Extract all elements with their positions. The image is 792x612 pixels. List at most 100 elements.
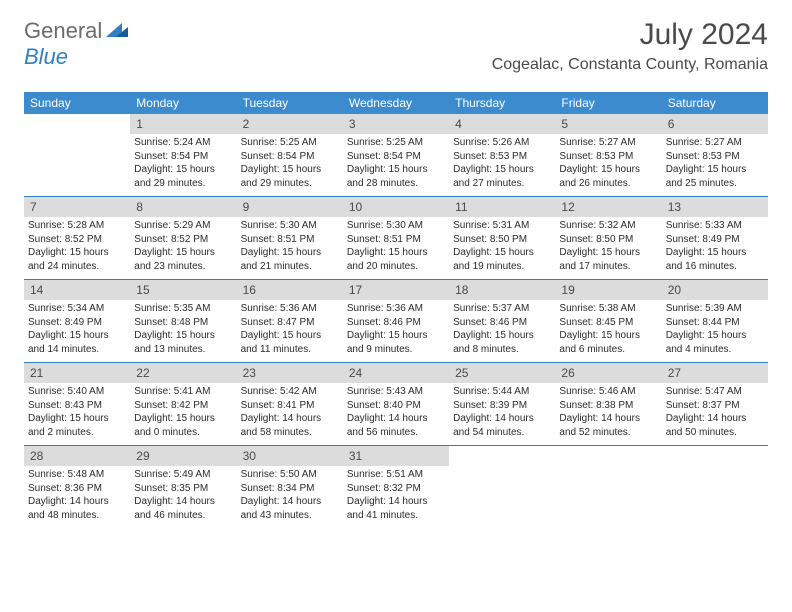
day-body: Sunrise: 5:30 AMSunset: 8:51 PMDaylight:…: [237, 217, 343, 277]
sunset-text: Sunset: 8:53 PM: [559, 150, 657, 164]
day-cell: 31Sunrise: 5:51 AMSunset: 8:32 PMDayligh…: [343, 446, 449, 528]
sunset-text: Sunset: 8:49 PM: [28, 316, 126, 330]
sunrise-text: Sunrise: 5:30 AM: [347, 219, 445, 233]
month-title: July 2024: [492, 18, 768, 52]
brand-part2-wrap: Blue: [24, 44, 68, 70]
daylight-text: Daylight: 15 hours and 27 minutes.: [453, 163, 551, 190]
day-body: Sunrise: 5:50 AMSunset: 8:34 PMDaylight:…: [237, 466, 343, 526]
day-number: 18: [449, 280, 555, 300]
day-body: Sunrise: 5:36 AMSunset: 8:47 PMDaylight:…: [237, 300, 343, 360]
weekday-header-row: SundayMondayTuesdayWednesdayThursdayFrid…: [24, 92, 768, 114]
sunrise-text: Sunrise: 5:27 AM: [559, 136, 657, 150]
sunset-text: Sunset: 8:54 PM: [347, 150, 445, 164]
day-cell: 10Sunrise: 5:30 AMSunset: 8:51 PMDayligh…: [343, 197, 449, 279]
day-cell: 28Sunrise: 5:48 AMSunset: 8:36 PMDayligh…: [24, 446, 130, 528]
day-cell: 21Sunrise: 5:40 AMSunset: 8:43 PMDayligh…: [24, 363, 130, 445]
day-body: Sunrise: 5:46 AMSunset: 8:38 PMDaylight:…: [555, 383, 661, 443]
day-number: 3: [343, 114, 449, 134]
daylight-text: Daylight: 14 hours and 50 minutes.: [666, 412, 764, 439]
sunrise-text: Sunrise: 5:25 AM: [241, 136, 339, 150]
day-cell: 27Sunrise: 5:47 AMSunset: 8:37 PMDayligh…: [662, 363, 768, 445]
brand-part1: General: [24, 18, 102, 44]
sunset-text: Sunset: 8:52 PM: [28, 233, 126, 247]
day-body: Sunrise: 5:36 AMSunset: 8:46 PMDaylight:…: [343, 300, 449, 360]
sunset-text: Sunset: 8:40 PM: [347, 399, 445, 413]
sunset-text: Sunset: 8:52 PM: [134, 233, 232, 247]
sunset-text: Sunset: 8:44 PM: [666, 316, 764, 330]
sunset-text: Sunset: 8:43 PM: [28, 399, 126, 413]
day-cell: [555, 446, 661, 528]
weekday-header-cell: Saturday: [662, 92, 768, 114]
day-number: 5: [555, 114, 661, 134]
day-cell: 14Sunrise: 5:34 AMSunset: 8:49 PMDayligh…: [24, 280, 130, 362]
daylight-text: Daylight: 15 hours and 13 minutes.: [134, 329, 232, 356]
weekday-header-cell: Tuesday: [237, 92, 343, 114]
sunset-text: Sunset: 8:34 PM: [241, 482, 339, 496]
daylight-text: Daylight: 15 hours and 19 minutes.: [453, 246, 551, 273]
daylight-text: Daylight: 15 hours and 21 minutes.: [241, 246, 339, 273]
calendar: SundayMondayTuesdayWednesdayThursdayFrid…: [24, 92, 768, 528]
day-number: 20: [662, 280, 768, 300]
daylight-text: Daylight: 14 hours and 48 minutes.: [28, 495, 126, 522]
sunrise-text: Sunrise: 5:47 AM: [666, 385, 764, 399]
day-cell: 2Sunrise: 5:25 AMSunset: 8:54 PMDaylight…: [237, 114, 343, 196]
day-cell: 15Sunrise: 5:35 AMSunset: 8:48 PMDayligh…: [130, 280, 236, 362]
brand-part2: Blue: [24, 44, 68, 69]
day-cell: 1Sunrise: 5:24 AMSunset: 8:54 PMDaylight…: [130, 114, 236, 196]
day-body: Sunrise: 5:25 AMSunset: 8:54 PMDaylight:…: [237, 134, 343, 194]
day-cell: 4Sunrise: 5:26 AMSunset: 8:53 PMDaylight…: [449, 114, 555, 196]
day-number: 31: [343, 446, 449, 466]
daylight-text: Daylight: 15 hours and 26 minutes.: [559, 163, 657, 190]
day-cell: 3Sunrise: 5:25 AMSunset: 8:54 PMDaylight…: [343, 114, 449, 196]
day-number: 19: [555, 280, 661, 300]
sunset-text: Sunset: 8:45 PM: [559, 316, 657, 330]
day-number: 13: [662, 197, 768, 217]
sunset-text: Sunset: 8:53 PM: [666, 150, 764, 164]
week-row: 28Sunrise: 5:48 AMSunset: 8:36 PMDayligh…: [24, 446, 768, 528]
day-cell: 12Sunrise: 5:32 AMSunset: 8:50 PMDayligh…: [555, 197, 661, 279]
day-number: 28: [24, 446, 130, 466]
sunrise-text: Sunrise: 5:50 AM: [241, 468, 339, 482]
day-body: Sunrise: 5:43 AMSunset: 8:40 PMDaylight:…: [343, 383, 449, 443]
daylight-text: Daylight: 14 hours and 58 minutes.: [241, 412, 339, 439]
location: Cogealac, Constanta County, Romania: [492, 56, 768, 74]
sunset-text: Sunset: 8:49 PM: [666, 233, 764, 247]
sunset-text: Sunset: 8:38 PM: [559, 399, 657, 413]
day-number: 7: [24, 197, 130, 217]
sunrise-text: Sunrise: 5:41 AM: [134, 385, 232, 399]
sunrise-text: Sunrise: 5:26 AM: [453, 136, 551, 150]
day-number: 30: [237, 446, 343, 466]
day-number: 24: [343, 363, 449, 383]
day-number: 27: [662, 363, 768, 383]
day-cell: [24, 114, 130, 196]
sunset-text: Sunset: 8:53 PM: [453, 150, 551, 164]
sunrise-text: Sunrise: 5:36 AM: [347, 302, 445, 316]
sunset-text: Sunset: 8:50 PM: [453, 233, 551, 247]
daylight-text: Daylight: 15 hours and 16 minutes.: [666, 246, 764, 273]
day-body: Sunrise: 5:26 AMSunset: 8:53 PMDaylight:…: [449, 134, 555, 194]
daylight-text: Daylight: 15 hours and 8 minutes.: [453, 329, 551, 356]
sunset-text: Sunset: 8:47 PM: [241, 316, 339, 330]
sunrise-text: Sunrise: 5:49 AM: [134, 468, 232, 482]
sunset-text: Sunset: 8:48 PM: [134, 316, 232, 330]
day-body: Sunrise: 5:49 AMSunset: 8:35 PMDaylight:…: [130, 466, 236, 526]
day-body: Sunrise: 5:35 AMSunset: 8:48 PMDaylight:…: [130, 300, 236, 360]
sunset-text: Sunset: 8:39 PM: [453, 399, 551, 413]
day-cell: 11Sunrise: 5:31 AMSunset: 8:50 PMDayligh…: [449, 197, 555, 279]
day-cell: 24Sunrise: 5:43 AMSunset: 8:40 PMDayligh…: [343, 363, 449, 445]
day-body: Sunrise: 5:34 AMSunset: 8:49 PMDaylight:…: [24, 300, 130, 360]
daylight-text: Daylight: 15 hours and 24 minutes.: [28, 246, 126, 273]
daylight-text: Daylight: 15 hours and 2 minutes.: [28, 412, 126, 439]
weekday-header-cell: Monday: [130, 92, 236, 114]
day-cell: 26Sunrise: 5:46 AMSunset: 8:38 PMDayligh…: [555, 363, 661, 445]
sunrise-text: Sunrise: 5:37 AM: [453, 302, 551, 316]
sunrise-text: Sunrise: 5:48 AM: [28, 468, 126, 482]
week-row: 1Sunrise: 5:24 AMSunset: 8:54 PMDaylight…: [24, 114, 768, 197]
daylight-text: Daylight: 14 hours and 46 minutes.: [134, 495, 232, 522]
day-body: Sunrise: 5:41 AMSunset: 8:42 PMDaylight:…: [130, 383, 236, 443]
sunset-text: Sunset: 8:54 PM: [241, 150, 339, 164]
day-cell: 9Sunrise: 5:30 AMSunset: 8:51 PMDaylight…: [237, 197, 343, 279]
day-cell: 30Sunrise: 5:50 AMSunset: 8:34 PMDayligh…: [237, 446, 343, 528]
daylight-text: Daylight: 15 hours and 6 minutes.: [559, 329, 657, 356]
day-cell: 20Sunrise: 5:39 AMSunset: 8:44 PMDayligh…: [662, 280, 768, 362]
